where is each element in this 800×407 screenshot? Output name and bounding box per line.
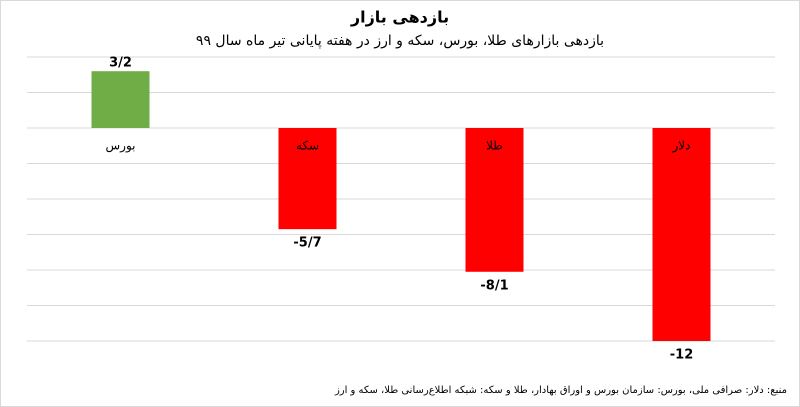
value-label: -8/1 [480,278,508,293]
source-note: منبع: دلار: صرافی ملی، بورس: سازمان بورس… [334,385,787,396]
value-label: -5/7 [293,236,321,251]
bar [465,128,524,272]
category-label: دلار [672,139,691,154]
bar [278,128,337,230]
bar [652,128,711,341]
chart-subtitle: بازدهی بازارهای طلا، بورس، سکه و ارز در … [196,33,604,49]
chart-title: بازدهی بازار [350,8,449,27]
bar [91,71,150,128]
value-label: -12 [670,348,694,363]
value-label: 3/2 [109,56,132,71]
category-label: بورس [106,139,136,154]
category-label: سکه [296,139,319,153]
category-label: طلا [486,139,503,153]
